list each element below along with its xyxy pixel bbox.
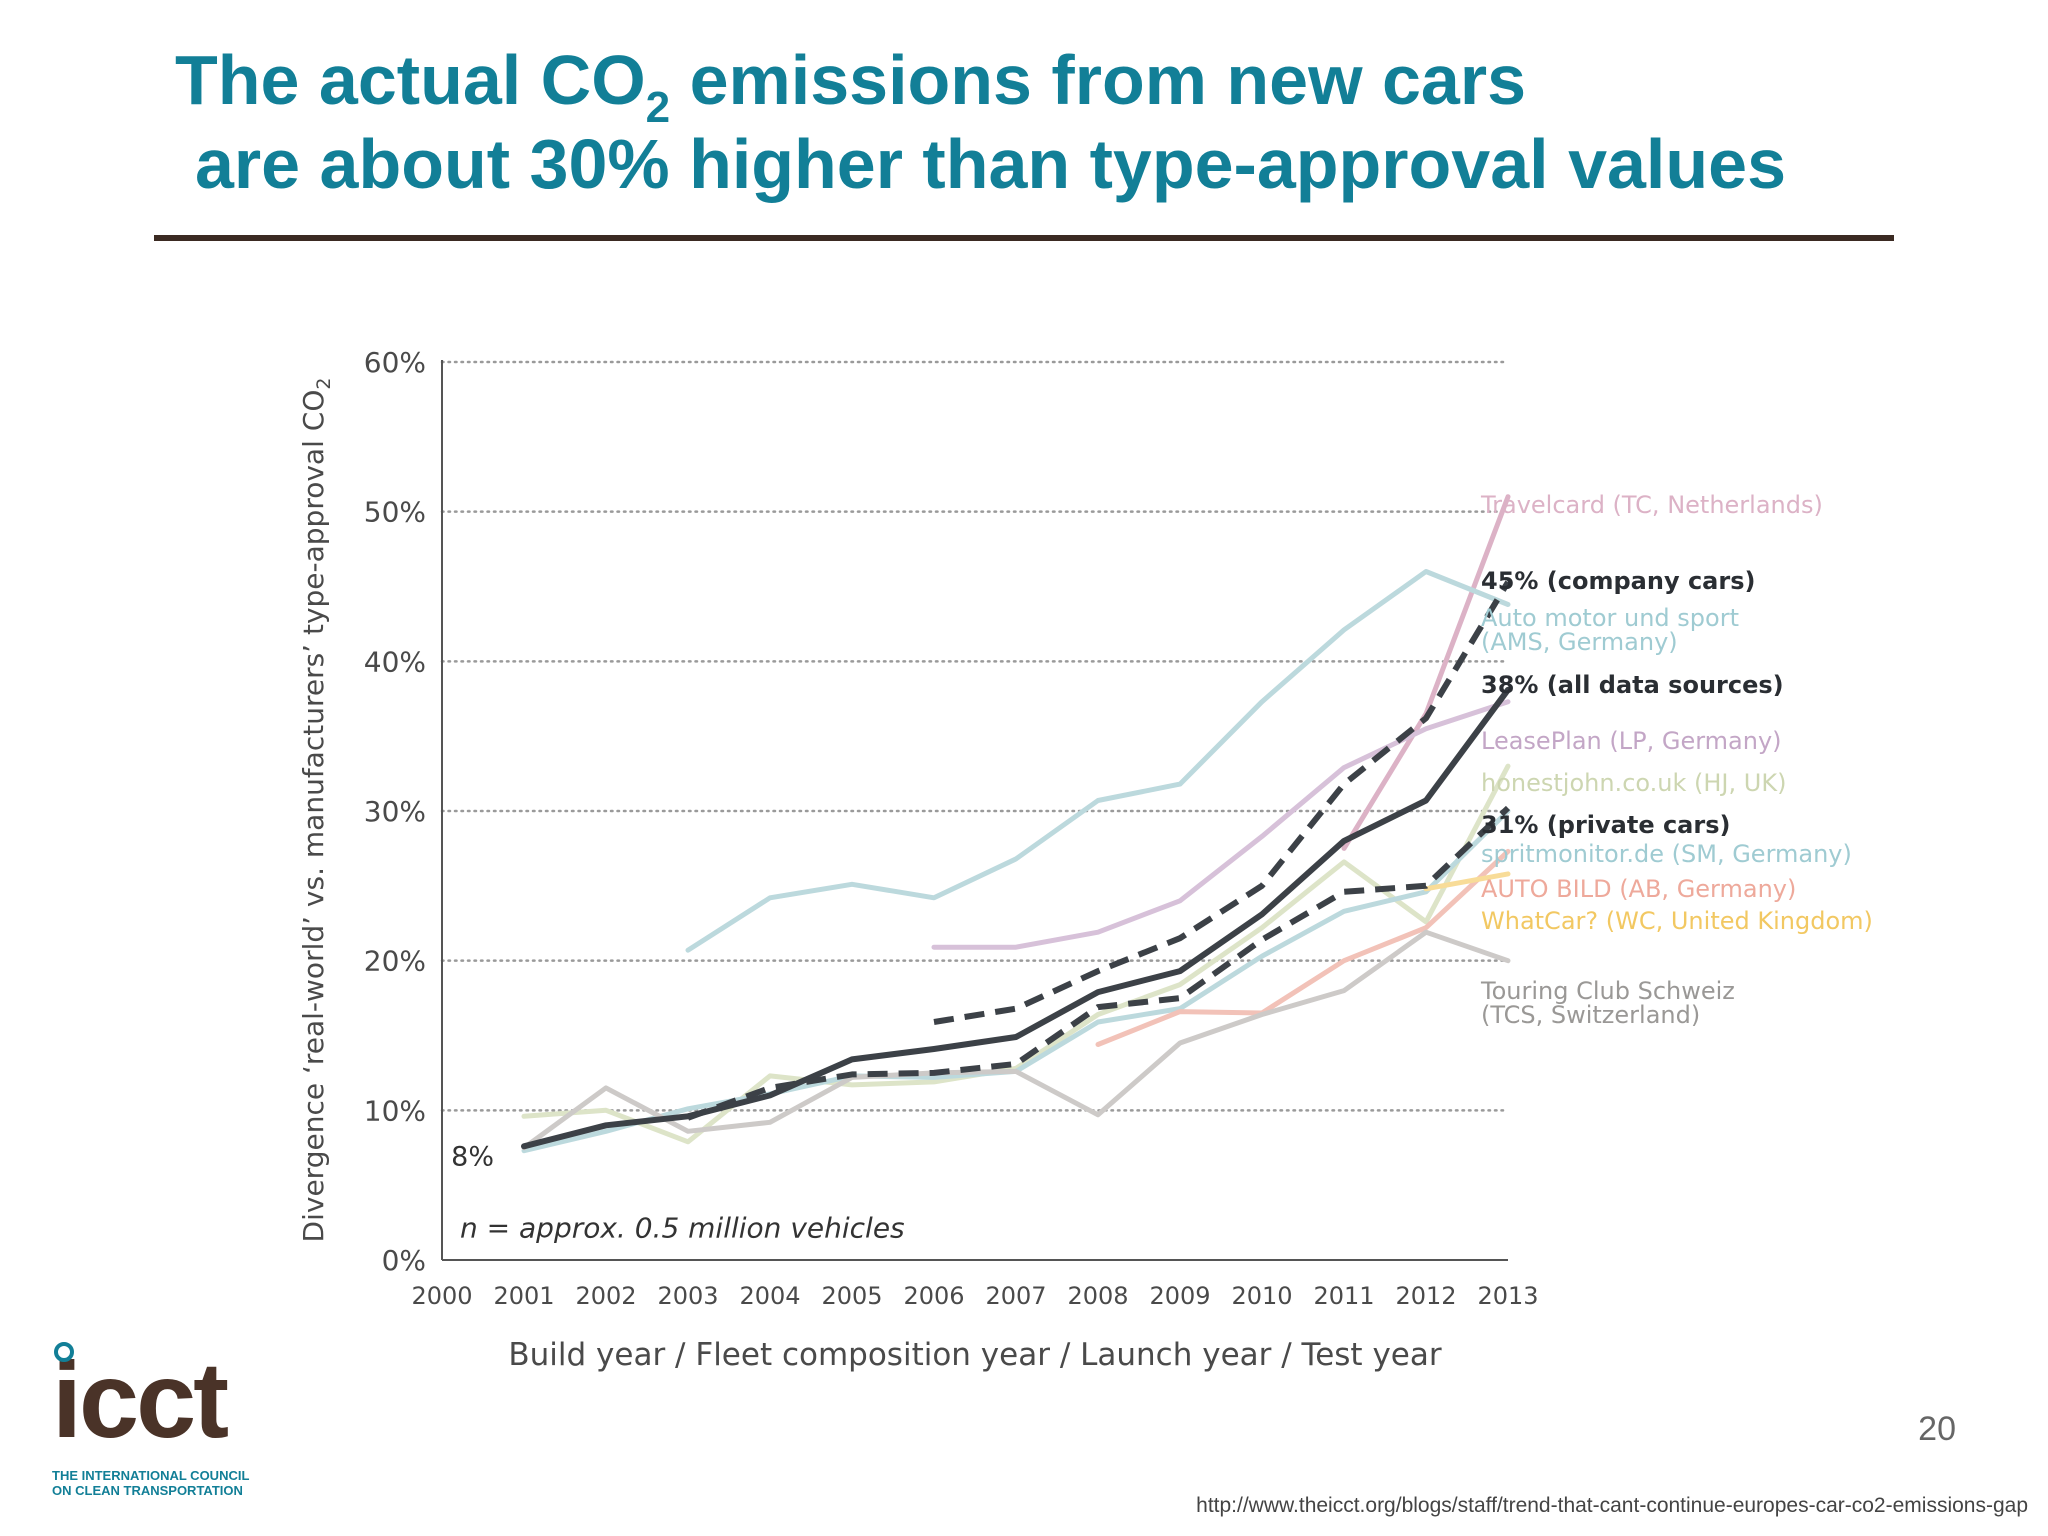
series-label: honestjohn.co.uk (HJ, UK) — [1481, 769, 1786, 797]
title-line-1: The actual CO2 emissions from new cars — [175, 38, 1786, 130]
source-url: http://www.theicct.org/blogs/staff/trend… — [1196, 1494, 2028, 1517]
y-tick-label: 40% — [364, 645, 426, 678]
y-axis-title: Divergence ‘real-world’ vs. manufacturer… — [297, 378, 335, 1243]
x-axis-title: Build year / Fleet composition year / La… — [508, 1337, 1441, 1373]
title-subscript: 2 — [645, 83, 671, 132]
series-label: AUTO BILD (AB, Germany) — [1481, 875, 1796, 903]
sample-size-note: n = approx. 0.5 million vehicles — [460, 1212, 905, 1245]
logo-subtitle-line-1: THE INTERNATIONAL COUNCIL — [52, 1468, 250, 1483]
logo-subtitle: THE INTERNATIONAL COUNCIL ON CLEAN TRANSP… — [52, 1468, 249, 1498]
series-line — [931, 699, 1511, 950]
series-label: 38% (all data sources) — [1481, 671, 1784, 699]
series-label: LeasePlan (LP, Germany) — [1481, 727, 1782, 755]
x-tick-label: 2010 — [1231, 1282, 1292, 1310]
x-tick-label: 2001 — [493, 1282, 554, 1310]
x-tick-label: 2002 — [575, 1282, 636, 1310]
series-line — [933, 580, 1511, 1025]
title-line-1-end: emissions from new cars — [670, 41, 1527, 119]
start-value-label: 8% — [451, 1142, 494, 1173]
series-label: 45% (company cars) — [1481, 567, 1755, 595]
logo-subtitle-line-2: ON CLEAN TRANSPORTATION — [52, 1483, 243, 1498]
x-tick-label: 2013 — [1477, 1282, 1538, 1310]
logo-dot — [54, 1342, 74, 1362]
series-label: spritmonitor.de (SM, Germany) — [1481, 840, 1852, 868]
y-tick-label: 0% — [382, 1244, 426, 1277]
x-tick-label: 2005 — [821, 1282, 882, 1310]
series-label: 31% (private cars) — [1481, 811, 1730, 839]
series-label: (TCS, Switzerland) — [1481, 1001, 1700, 1029]
series-label: (AMS, Germany) — [1481, 628, 1678, 656]
x-tick-label: 2006 — [903, 1282, 964, 1310]
y-tick-label: 10% — [364, 1094, 426, 1127]
logo-wordmark: icct — [52, 1339, 229, 1460]
series-label: Touring Club Schweiz — [1480, 977, 1735, 1005]
y-tick-label: 50% — [364, 496, 426, 529]
y-tick-label: 60% — [364, 346, 426, 379]
x-tick-label: 2007 — [985, 1282, 1046, 1310]
series-label: Auto motor und sport — [1481, 604, 1739, 632]
series-line — [1095, 848, 1511, 1047]
series-line — [521, 929, 1511, 1151]
emissions-divergence-chart: 0% 10% 20% 30% 40% 50% 60% 2000 2001 2002 2003 2004… — [297, 346, 1873, 1373]
page-number: 20 — [1918, 1410, 1956, 1448]
y-tick-label: 30% — [364, 795, 426, 828]
x-tick-label: 2009 — [1149, 1282, 1210, 1310]
series-label: Travelcard (TC, Netherlands) — [1480, 491, 1823, 519]
x-tick-label: 2011 — [1313, 1282, 1374, 1310]
x-tick-label: 2000 — [411, 1282, 472, 1310]
y-tick-label: 20% — [364, 945, 426, 978]
icct-logo: icct THE INTERNATIONAL COUNCIL ON CLEAN T… — [52, 1339, 249, 1498]
series-line — [685, 569, 1511, 953]
x-tick-label: 2012 — [1395, 1282, 1456, 1310]
slide-title: The actual CO2 emissions from new cars a… — [175, 38, 1786, 206]
series-line — [686, 805, 1511, 1121]
y-axis-title-subscript: 2 — [313, 378, 335, 390]
series-label: WhatCar? (WC, United Kingdom) — [1481, 907, 1873, 935]
series-line — [521, 763, 1511, 1145]
title-line-2: are about 30% higher than type-approval … — [195, 125, 1786, 203]
x-tick-label: 2003 — [657, 1282, 718, 1310]
title-divider — [154, 235, 1894, 241]
x-tick-label: 2004 — [739, 1282, 800, 1310]
series-line — [1423, 871, 1511, 892]
x-tick-label: 2008 — [1067, 1282, 1128, 1310]
title-line-1-start: The actual CO — [175, 41, 646, 119]
y-axis-title-text: Divergence ‘real-world’ vs. manufacturer… — [297, 390, 330, 1243]
